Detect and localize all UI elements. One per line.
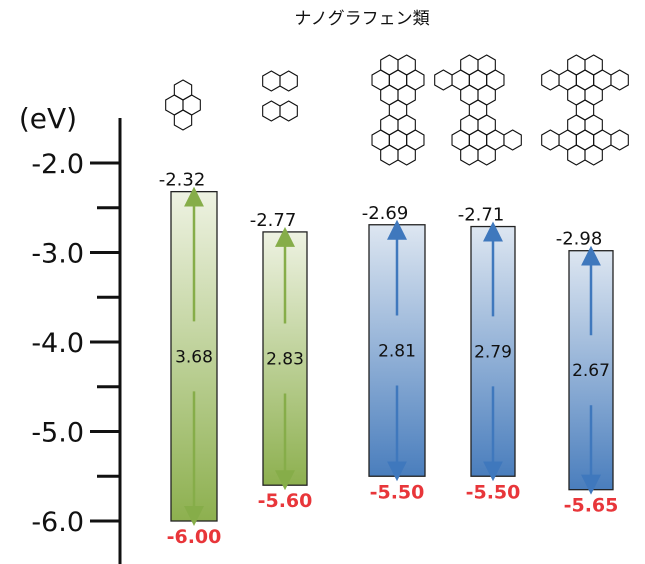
homo-label: -5.60 bbox=[258, 490, 313, 512]
lumo-label: -2.77 bbox=[250, 210, 297, 231]
y-axis: -2.0 -3.0 -4.0 -5.0 -6.0 bbox=[31, 118, 122, 564]
lumo-label: -2.98 bbox=[556, 229, 603, 250]
y-tick-label: -3.0 bbox=[31, 239, 84, 270]
lumo-label: -2.69 bbox=[362, 203, 409, 224]
y-tick-label: -6.0 bbox=[31, 507, 84, 538]
chart-title: ナノグラフェン類 bbox=[294, 9, 429, 29]
energy-bar-group: 2.79 -2.71 -5.50 bbox=[458, 205, 521, 504]
gap-label: 3.68 bbox=[175, 347, 213, 367]
gap-label: 2.81 bbox=[378, 342, 416, 362]
nanographene-a-icon bbox=[371, 54, 425, 166]
nanographene-c-icon bbox=[541, 54, 629, 166]
energy-bar-group: 3.68 -2.32 -6.00 bbox=[159, 170, 222, 548]
energy-bar-group: 2.67 -2.98 -5.65 bbox=[556, 229, 619, 517]
gap-label: 2.79 bbox=[474, 342, 512, 362]
gap-label: 2.67 bbox=[572, 361, 610, 381]
pyrene-icon bbox=[165, 79, 201, 131]
energy-bar-group: 2.83 -2.77 -5.60 bbox=[250, 210, 313, 512]
y-tick-label: -2.0 bbox=[31, 149, 84, 180]
lumo-label: -2.71 bbox=[458, 205, 505, 226]
unit-label: (eV) bbox=[19, 102, 77, 135]
nanographene-b-icon bbox=[434, 54, 522, 166]
gap-label: 2.83 bbox=[266, 350, 304, 370]
lumo-label: -2.32 bbox=[159, 170, 206, 191]
homo-label: -5.50 bbox=[370, 481, 425, 503]
perylene-icon bbox=[262, 70, 298, 122]
y-tick-label: -5.0 bbox=[31, 418, 84, 449]
homo-label: -6.00 bbox=[167, 526, 222, 548]
energy-bar-group: 2.81 -2.69 -5.50 bbox=[362, 203, 426, 503]
y-tick-label: -4.0 bbox=[31, 328, 84, 359]
homo-label: -5.65 bbox=[564, 495, 619, 517]
energy-bars: 3.68 -2.32 -6.00 2.83 -2.77 -5.60 2.81 -2.69 -5.… bbox=[159, 170, 619, 548]
homo-label: -5.50 bbox=[466, 481, 521, 503]
